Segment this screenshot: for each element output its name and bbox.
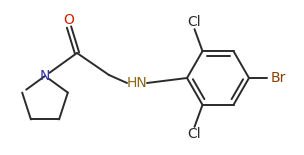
Text: O: O [64,13,74,27]
Text: HN: HN [127,76,147,90]
Text: Br: Br [270,71,286,85]
Text: Cl: Cl [188,127,201,141]
Text: N: N [40,69,50,83]
Text: Cl: Cl [188,15,201,29]
